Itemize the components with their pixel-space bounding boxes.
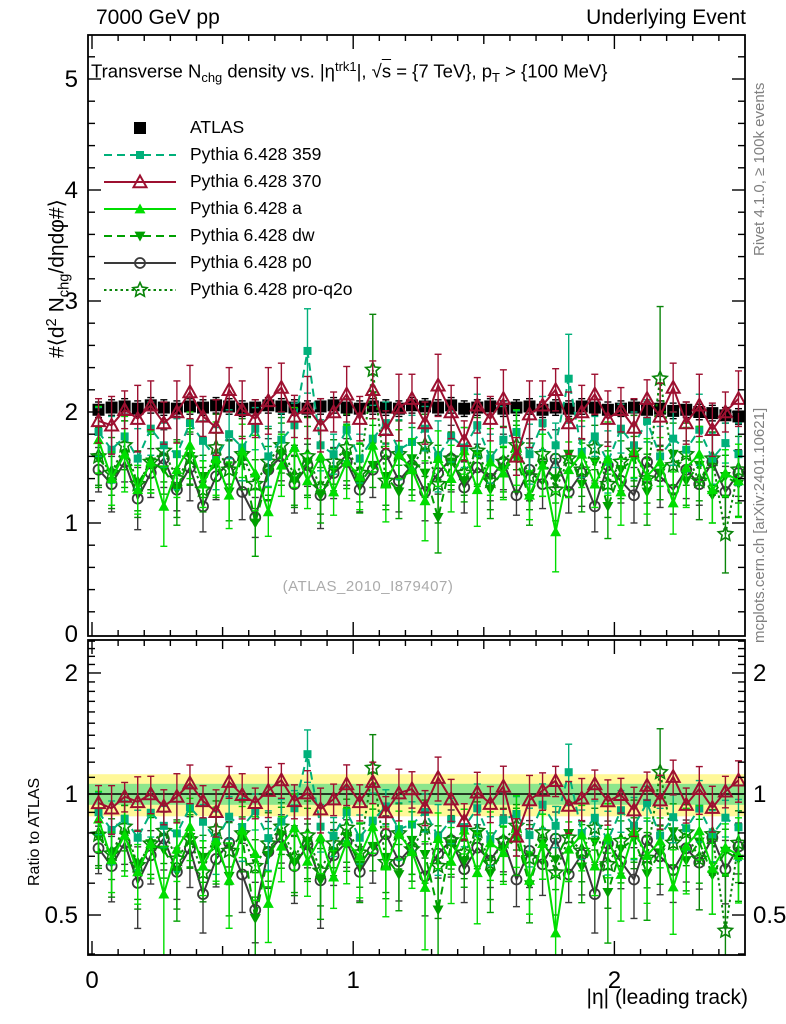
legend-item-atlas: ATLAS bbox=[100, 114, 352, 141]
ratio-series-p370 bbox=[90, 756, 745, 857]
main-y-tick-label: 5 bbox=[65, 66, 78, 93]
main-y-tick-label: 1 bbox=[65, 510, 78, 537]
main-y-tick-label: 2 bbox=[65, 399, 78, 426]
beam-energy-label: 7000 GeV pp bbox=[96, 6, 220, 29]
legend-label: Pythia 6.428 dw bbox=[190, 225, 315, 245]
legend-item-pa: Pythia 6.428 a bbox=[100, 195, 352, 222]
legend-label: Pythia 6.428 370 bbox=[190, 171, 322, 191]
ratio-y-tick-label-right: 0.5 bbox=[753, 902, 786, 929]
legend-marker-triangle-open bbox=[104, 172, 176, 188]
legend-label: ATLAS bbox=[190, 117, 245, 137]
legend-marker-triangle-filled bbox=[104, 203, 176, 213]
legend-item-pp0: Pythia 6.428 p0 bbox=[100, 249, 352, 276]
legend-item-pq2o: Pythia 6.428 pro-q2o bbox=[100, 276, 352, 303]
ratio-axis-label: Ratio to ATLAS bbox=[26, 777, 43, 886]
y-axis-label: #⟨d2 Nchg/dηdφ#⟩ bbox=[44, 199, 73, 358]
ratio-y-tick-label: 0.5 bbox=[45, 902, 78, 929]
x-tick-label: 0 bbox=[85, 967, 98, 994]
main-y-tick-label: 4 bbox=[65, 177, 78, 204]
x-tick-label: 1 bbox=[347, 967, 360, 994]
legend-item-pdw: Pythia 6.428 dw bbox=[100, 222, 352, 249]
legend-label: Pythia 6.428 359 bbox=[190, 144, 322, 164]
main-y-tick-label: 3 bbox=[65, 288, 78, 315]
legend-marker-circle-open bbox=[104, 256, 176, 269]
ratio-y-tick-label: 1 bbox=[65, 781, 78, 808]
legend-marker-square-filled bbox=[104, 150, 176, 159]
series-p370 bbox=[90, 353, 745, 476]
legend-item-p359: Pythia 6.428 359 bbox=[100, 141, 352, 168]
legend-label: Pythia 6.428 a bbox=[190, 198, 302, 218]
legend-marker-star-open bbox=[104, 280, 176, 298]
mcplots-reference-note: mcplots.cern.ch [arXiv:2401.10621] bbox=[751, 407, 768, 643]
axes: 0 1 2 3 4 5 0.5 0.5 1 1 2 2 0 1 2 bbox=[45, 34, 786, 994]
main-y-tick-label: 0 bbox=[65, 621, 78, 648]
x-tick-label: 2 bbox=[608, 967, 621, 994]
series-pa bbox=[93, 405, 744, 573]
analysis-id-watermark: (ATLAS_2010_I879407) bbox=[282, 578, 454, 595]
legend: ATLAS Pythia 6.428 359 Pythia 6.428 370 Pyt… bbox=[100, 114, 352, 303]
analysis-category-label: Underlying Event bbox=[586, 6, 746, 29]
legend-label: Pythia 6.428 pro-q2o bbox=[190, 279, 353, 299]
ratio-y-tick-label-right: 1 bbox=[753, 781, 766, 808]
ratio-y-tick-label: 2 bbox=[65, 660, 78, 687]
x-axis-label: |η| (leading track) bbox=[586, 986, 748, 1009]
legend-marker-triangle-down-filled bbox=[104, 231, 176, 241]
legend-label: Pythia 6.428 p0 bbox=[190, 252, 312, 272]
plot-title: Transverse Nchg density vs. |ηtrk1|, √s … bbox=[91, 59, 608, 85]
legend-item-p370: Pythia 6.428 370 bbox=[100, 168, 352, 195]
ratio-y-tick-label-right: 2 bbox=[753, 660, 766, 687]
rivet-version-note: Rivet 4.1.0, ≥ 100k events bbox=[751, 82, 768, 256]
legend-marker-square-filled bbox=[134, 121, 146, 134]
